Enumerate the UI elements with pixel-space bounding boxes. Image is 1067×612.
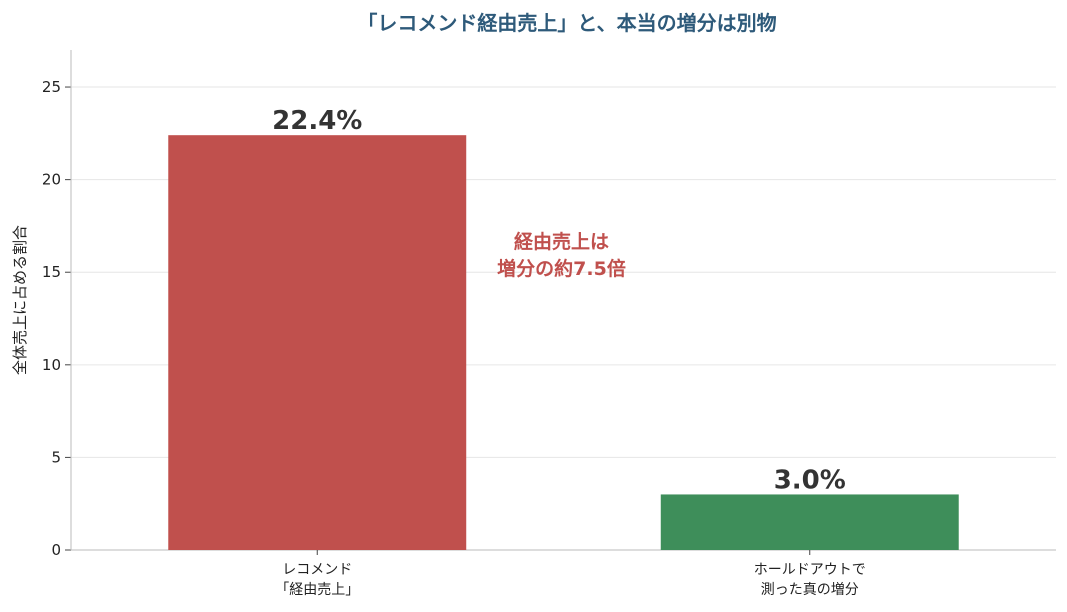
x-tick-label-line: 「経由売上」 [275,582,359,598]
bar [660,494,959,550]
bars [168,135,959,550]
annotation-line: 経由売上は [514,230,609,253]
chart-title: 「レコメンド経由売上」と、本当の増分は別物 [357,11,776,35]
x-tick-label-line: 測った真の増分 [761,582,859,598]
y-axis-label: 全体売上に占める割合 [11,225,29,375]
labels: 22.4% レコメンド「経由売上」 3.0% ホールドアウトで測った真の増分 [272,106,866,598]
y-tick-label: 15 [42,263,61,281]
x-tick-label-line: ホールドアウトで [754,562,866,578]
y-tick-label: 20 [42,171,61,189]
data-label: 3.0% [774,465,846,495]
x-tick-label-line: レコメンド [282,562,352,578]
data-label: 22.4% [272,106,362,136]
x-tick-label: レコメンド「経由売上」 [275,562,359,598]
annotation-text: 経由売上は増分の約7.5倍 [497,230,626,280]
bar [168,135,467,550]
y-tick-label: 25 [42,78,61,96]
y-tick-label: 10 [42,356,61,374]
y-tick-label: 5 [51,448,61,466]
annotation-line: 増分の約7.5倍 [497,257,626,280]
y-tick-label: 0 [51,541,61,559]
x-tick-label: ホールドアウトで測った真の増分 [754,562,866,598]
